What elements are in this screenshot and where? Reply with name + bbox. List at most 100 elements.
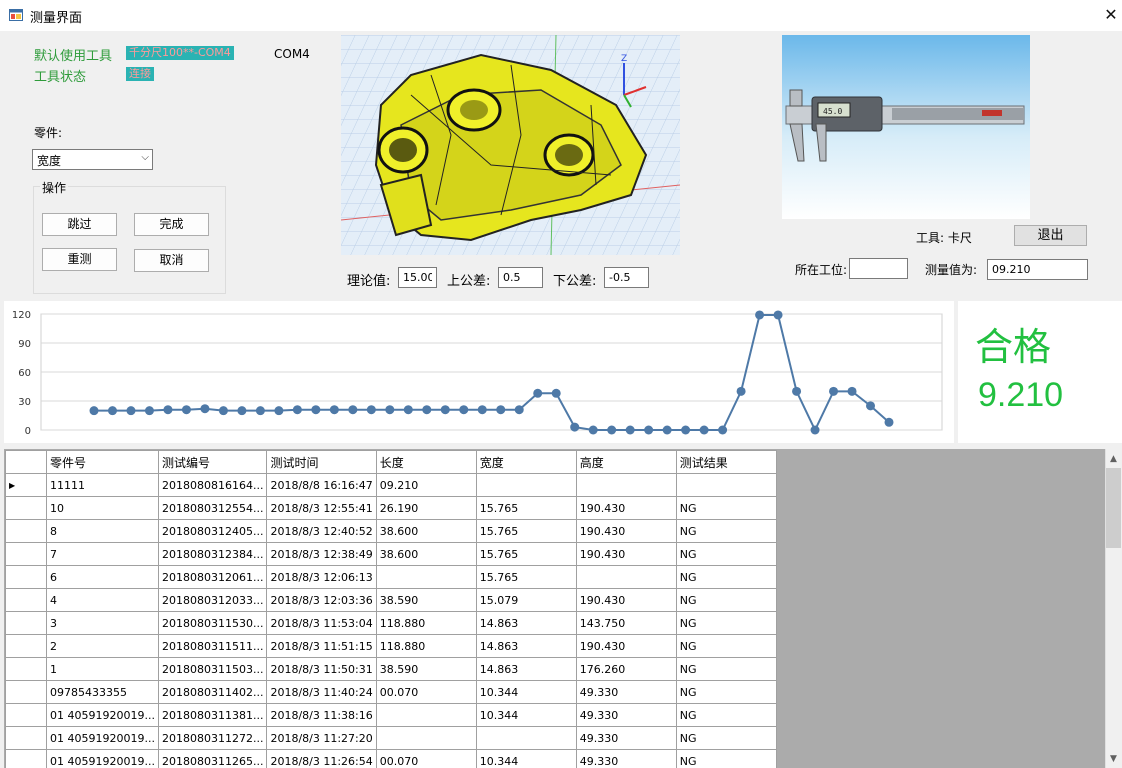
table-cell[interactable]: 2018080312405... [157, 519, 268, 543]
table-cell[interactable]: 2018080312033... [157, 588, 268, 612]
table-cell[interactable] [475, 473, 577, 497]
exit-button[interactable]: 退出 [1014, 225, 1087, 246]
table-cell[interactable]: 2018/8/3 11:50:31 [266, 657, 377, 681]
row-header[interactable] [5, 680, 47, 704]
table-cell[interactable]: 49.330 [575, 703, 677, 727]
table-cell[interactable] [475, 726, 577, 750]
table-cell[interactable]: 15.765 [475, 519, 577, 543]
table-cell[interactable]: 4 [46, 588, 159, 612]
table-cell[interactable]: 143.750 [575, 611, 677, 635]
table-cell[interactable]: 118.880 [375, 634, 477, 658]
table-cell[interactable]: 2018080311503... [157, 657, 268, 681]
table-row[interactable]: 3 2018080311530... 2018/8/3 11:53:04 118.88… [5, 611, 777, 635]
table-cell[interactable]: 01 40591920019... [46, 749, 159, 768]
lower-tolerance-field[interactable] [604, 267, 649, 288]
table-cell[interactable]: 2018080311272... [157, 726, 268, 750]
table-cell[interactable]: NG [675, 680, 777, 704]
table-cell[interactable]: 15.079 [475, 588, 577, 612]
data-grid[interactable]: 零件号 测试编号 测试时间 长度 宽度 高度 测试结果 ▶ 11111 201808… [4, 449, 1122, 768]
table-cell[interactable]: NG [675, 565, 777, 589]
table-cell[interactable]: 10 [46, 496, 159, 520]
table-cell[interactable] [375, 565, 477, 589]
row-header[interactable] [5, 611, 47, 635]
row-header[interactable] [5, 703, 47, 727]
table-cell[interactable]: 14.863 [475, 611, 577, 635]
row-header[interactable] [5, 657, 47, 681]
table-cell[interactable]: 10.344 [475, 703, 577, 727]
table-cell[interactable]: 2018/8/3 11:53:04 [266, 611, 377, 635]
table-cell[interactable]: 7 [46, 542, 159, 566]
table-cell[interactable] [575, 473, 677, 497]
table-cell[interactable]: 10.344 [475, 680, 577, 704]
part-select[interactable]: 宽度 ⌵ [32, 149, 153, 170]
table-cell[interactable]: 2018/8/3 12:03:36 [266, 588, 377, 612]
table-cell[interactable]: 14.863 [475, 634, 577, 658]
table-cell[interactable]: 38.600 [375, 519, 477, 543]
column-header[interactable]: 测试编号 [157, 450, 268, 474]
table-cell[interactable]: 2018080312061... [157, 565, 268, 589]
table-cell[interactable]: 01 40591920019... [46, 703, 159, 727]
table-cell[interactable]: 2018/8/3 11:27:20 [266, 726, 377, 750]
scroll-up-icon[interactable]: ▲ [1110, 454, 1117, 464]
table-cell[interactable]: 00.070 [375, 749, 477, 768]
skip-button[interactable]: 跳过 [42, 213, 117, 236]
table-cell[interactable]: NG [675, 588, 777, 612]
table-cell[interactable]: 190.430 [575, 519, 677, 543]
table-cell[interactable]: 15.765 [475, 542, 577, 566]
table-cell[interactable]: 10.344 [475, 749, 577, 768]
table-row[interactable]: 10 2018080312554... 2018/8/3 12:55:41 26.19… [5, 496, 777, 520]
table-cell[interactable]: 11111 [46, 473, 159, 497]
theory-value-field[interactable] [398, 267, 437, 288]
table-cell[interactable]: 26.190 [375, 496, 477, 520]
table-cell[interactable]: 2018/8/8 16:16:47 [266, 473, 377, 497]
table-row[interactable]: 8 2018080312405... 2018/8/3 12:40:52 38.600… [5, 519, 777, 543]
table-cell[interactable]: 6 [46, 565, 159, 589]
row-header[interactable] [5, 749, 47, 768]
table-cell[interactable]: NG [675, 657, 777, 681]
table-cell[interactable]: 01 40591920019... [46, 726, 159, 750]
row-header[interactable] [5, 588, 47, 612]
table-cell[interactable]: 15.765 [475, 565, 577, 589]
remeasure-button[interactable]: 重测 [42, 248, 117, 271]
row-header[interactable] [5, 519, 47, 543]
row-header[interactable] [5, 726, 47, 750]
cancel-button[interactable]: 取消 [134, 249, 209, 272]
table-cell[interactable]: 2018080311381... [157, 703, 268, 727]
scrollbar-thumb[interactable] [1106, 468, 1121, 548]
table-cell[interactable]: 38.590 [375, 657, 477, 681]
table-cell[interactable]: 2018/8/3 11:26:54 [266, 749, 377, 768]
table-cell[interactable]: 49.330 [575, 726, 677, 750]
measured-value-field[interactable] [987, 259, 1088, 280]
table-row[interactable]: 4 2018080312033... 2018/8/3 12:03:36 38.590… [5, 588, 777, 612]
table-cell[interactable]: 190.430 [575, 588, 677, 612]
table-cell[interactable]: NG [675, 496, 777, 520]
table-cell[interactable]: NG [675, 611, 777, 635]
table-cell[interactable]: NG [675, 519, 777, 543]
table-row[interactable]: 7 2018080312384... 2018/8/3 12:38:49 38.600… [5, 542, 777, 566]
table-row[interactable]: 01 40591920019... 2018080311272... 2018/8/… [5, 726, 777, 750]
table-cell[interactable]: 190.430 [575, 634, 677, 658]
table-cell[interactable]: 00.070 [375, 680, 477, 704]
table-cell[interactable]: 2018/8/3 12:38:49 [266, 542, 377, 566]
column-header[interactable]: 零件号 [46, 450, 159, 474]
column-header[interactable]: 宽度 [475, 450, 577, 474]
station-field[interactable] [849, 258, 908, 279]
table-cell[interactable]: 8 [46, 519, 159, 543]
table-row[interactable]: 01 40591920019... 2018080311265... 2018/8/… [5, 749, 777, 768]
table-cell[interactable]: 09.210 [375, 473, 477, 497]
table-cell[interactable]: 49.330 [575, 680, 677, 704]
table-cell[interactable] [675, 473, 777, 497]
table-cell[interactable]: 2018/8/3 11:38:16 [266, 703, 377, 727]
table-cell[interactable]: 2018080816164... [157, 473, 268, 497]
table-cell[interactable]: 38.600 [375, 542, 477, 566]
table-cell[interactable]: NG [675, 542, 777, 566]
table-cell[interactable]: 2018/8/3 12:06:13 [266, 565, 377, 589]
table-cell[interactable]: 49.330 [575, 749, 677, 768]
row-header[interactable] [5, 496, 47, 520]
table-cell[interactable]: 118.880 [375, 611, 477, 635]
row-header[interactable]: ▶ [5, 473, 47, 497]
table-cell[interactable]: 2018080312384... [157, 542, 268, 566]
scroll-down-icon[interactable]: ▼ [1110, 754, 1117, 764]
table-cell[interactable]: 190.430 [575, 496, 677, 520]
table-row[interactable]: 09785433355 2018080311402... 2018/8/3 11:4… [5, 680, 777, 704]
